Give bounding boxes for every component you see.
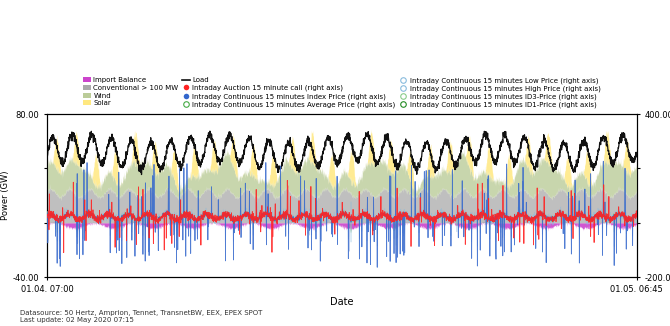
X-axis label: Date: Date bbox=[330, 297, 354, 306]
Text: Datasource: 50 Hertz, Amprion, Tennet, TransnetBW, EEX, EPEX SPOT
Last update: 0: Datasource: 50 Hertz, Amprion, Tennet, T… bbox=[20, 310, 263, 323]
Legend: Import Balance, Conventional > 100 MW, Wind, Solar, Load, Intraday Auction 15 mi: Import Balance, Conventional > 100 MW, W… bbox=[82, 76, 601, 109]
Y-axis label: Power (GW): Power (GW) bbox=[1, 171, 10, 220]
